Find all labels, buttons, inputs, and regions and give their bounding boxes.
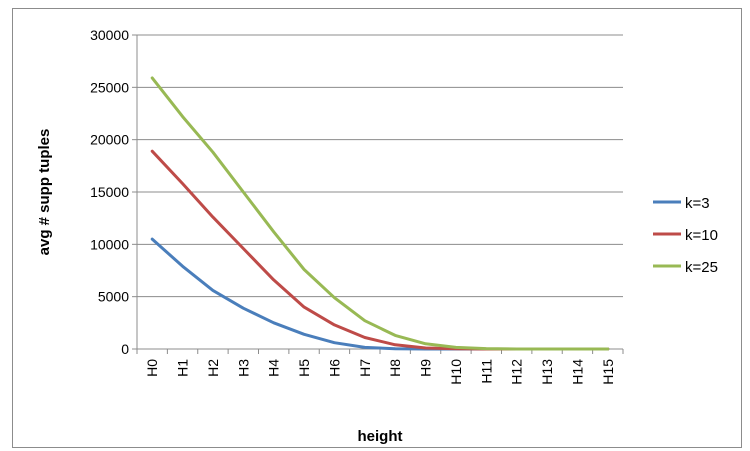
x-axis-title: height: [358, 428, 403, 445]
x-tick-label: H9: [418, 359, 434, 377]
legend: k=3 k=10 k=25: [653, 195, 718, 276]
y-axis-title: avg # supp tuples: [36, 129, 53, 256]
gridlines: [137, 34, 623, 298]
chart-frame: 0 5000 10000 15000 20000 25000 30000 H0 H1 H2 H3 H4…: [12, 8, 742, 448]
axes: 0 5000 10000 15000 20000 25000 30000 H0 H1 H2 H3 H4…: [90, 27, 624, 385]
x-tick-label: H4: [266, 359, 282, 377]
legend-label: k=25: [685, 259, 718, 276]
plot-series: [150, 76, 610, 351]
series-line-2: [150, 76, 610, 351]
y-tick-label: 0: [121, 341, 129, 357]
x-tick-label: H13: [539, 359, 555, 385]
series-line-1: [150, 149, 610, 351]
y-tick-label: 30000: [90, 27, 129, 43]
x-tick-label: H8: [387, 359, 403, 377]
x-tick-label: H0: [144, 359, 160, 377]
x-tick-label: H14: [569, 359, 585, 385]
series-line-0: [150, 237, 610, 351]
legend-label: k=10: [685, 227, 718, 244]
y-tick-label: 25000: [90, 79, 129, 95]
x-tick-label: H2: [205, 359, 221, 377]
y-tick-label: 15000: [90, 184, 129, 200]
x-tick-label: H1: [175, 359, 191, 377]
x-tick-label: H5: [296, 359, 312, 377]
x-tick-label: H12: [509, 359, 525, 385]
x-tick-label: H7: [357, 359, 373, 377]
y-tick-label: 5000: [98, 289, 129, 305]
x-tick-label: H15: [600, 359, 616, 385]
chart: 0 5000 10000 15000 20000 25000 30000 H0 H1 H2 H3 H4…: [36, 27, 718, 445]
x-tick-label: H10: [448, 359, 464, 385]
x-tick-label: H3: [235, 359, 251, 377]
x-tick-label: H6: [326, 359, 342, 377]
x-tick-label: H11: [478, 359, 494, 384]
y-tick-label: 20000: [90, 132, 129, 148]
legend-label: k=3: [685, 195, 710, 212]
y-tick-label: 10000: [90, 236, 129, 252]
